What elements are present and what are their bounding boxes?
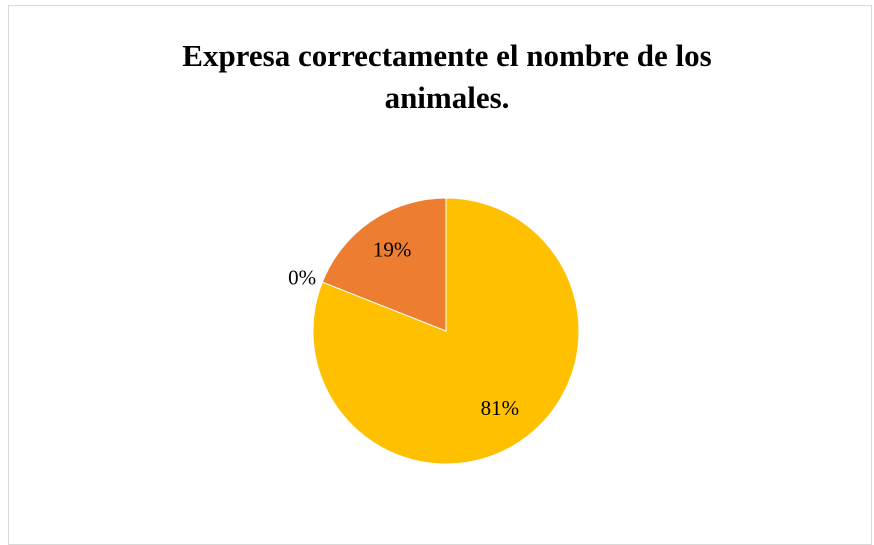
data-label: 81% xyxy=(481,396,520,420)
pie-slice xyxy=(321,197,447,332)
chart-title: Expresa correctamente el nombre de los a… xyxy=(182,38,712,115)
data-label: 19% xyxy=(373,238,412,262)
data-label: 0% xyxy=(288,265,316,289)
